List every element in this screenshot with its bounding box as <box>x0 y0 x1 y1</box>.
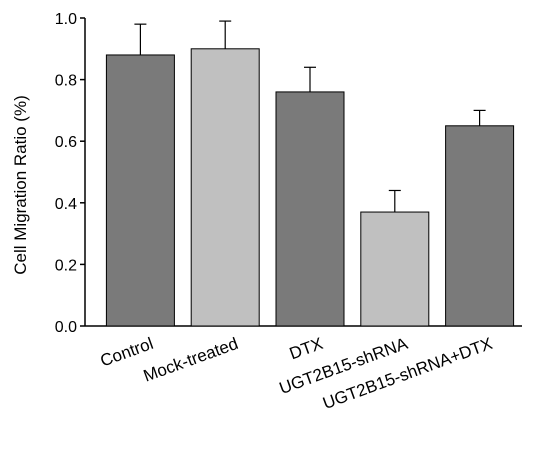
y-axis-ticks: 0.0 0.2 0.4 0.6 0.8 1.0 <box>55 11 85 336</box>
y-tick-label: 0.2 <box>55 257 77 274</box>
y-tick-label: 1.0 <box>55 11 77 28</box>
bar-4 <box>360 211 430 327</box>
bar-3 <box>275 91 345 327</box>
bar-1 <box>105 54 175 327</box>
bar-2 <box>190 48 260 327</box>
bar-5 <box>445 125 515 327</box>
plot-area <box>84 18 522 327</box>
y-tick-label: 0.4 <box>55 196 77 213</box>
y-axis-title: Cell Migration Ratio (%) <box>11 95 30 275</box>
x-category-label: DTX <box>287 334 325 363</box>
x-category-label: Mock-treated <box>141 334 241 386</box>
y-tick-label: 0.6 <box>55 134 77 151</box>
y-tick-label: 0.8 <box>55 73 77 90</box>
y-tick-label: 0.0 <box>55 319 77 336</box>
